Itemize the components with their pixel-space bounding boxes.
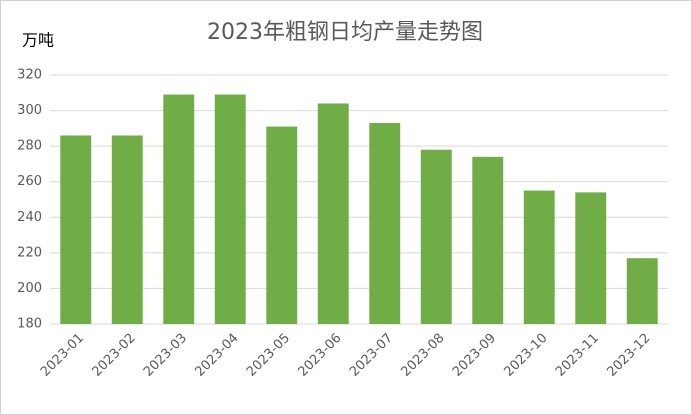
bar (266, 126, 298, 324)
y-tick-label: 300 (17, 103, 42, 118)
bar (420, 149, 452, 324)
bar (111, 135, 143, 324)
chart-title: 2023年粗钢日均产量走势图 (207, 20, 483, 45)
bar (60, 135, 92, 324)
y-tick-label: 180 (17, 317, 42, 332)
y-tick-label: 220 (17, 245, 42, 260)
y-axis-label: 万吨 (22, 31, 54, 50)
bar (575, 192, 607, 324)
bar (523, 190, 555, 324)
bar (317, 103, 349, 324)
bar (163, 94, 195, 324)
y-tick-label: 280 (17, 139, 42, 154)
bar (369, 123, 401, 325)
y-tick-label: 320 (17, 68, 42, 83)
y-tick-label: 200 (17, 281, 42, 296)
y-tick-label: 260 (17, 174, 42, 189)
bar (214, 94, 246, 324)
bar (626, 258, 658, 324)
y-tick-label: 240 (17, 210, 42, 225)
bar (472, 156, 504, 324)
